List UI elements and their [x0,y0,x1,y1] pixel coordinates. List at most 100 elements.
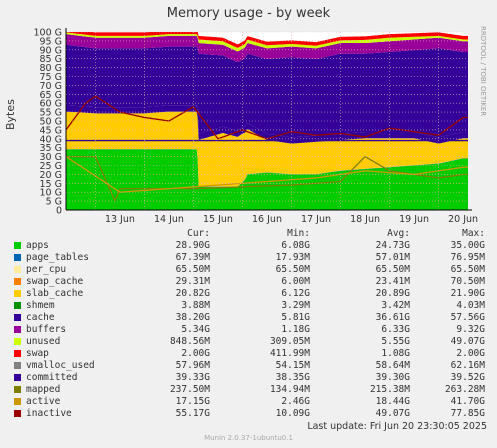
legend-min: 54.15M [275,360,310,371]
legend-cur: 39.33G [175,372,210,383]
y-tick-label: 5 G [46,197,62,208]
area-shmem [66,105,468,144]
legend-row: apps 28.90G 6.08G 24.73G 35.00G [10,240,490,252]
legend-avg: 39.30G [375,372,410,383]
legend-min: 2.46G [281,396,310,407]
y-tick-label: 100 G [33,28,62,39]
header-avg: Avg: [387,228,410,239]
chart-title: Memory usage - by week [166,6,331,21]
y-tick-label: 45 G [40,125,62,136]
legend-min: 10.09G [275,408,310,419]
legend-avg: 65.50M [375,264,410,275]
legend-min: 411.99M [269,348,310,359]
legend-row: slab_cache 20.82G 6.12G 20.89G 21.90G [10,288,490,300]
legend-name: shmem [26,300,55,311]
y-tick-label: 50 G [40,117,62,128]
area-apps [66,149,468,210]
legend-avg: 36.61G [375,312,410,323]
legend-row: page_tables 67.39M 17.93M 57.01M 76.95M [10,252,490,264]
legend-max: 62.16M [450,360,485,371]
x-tick-label: 18 Jun [350,214,380,225]
y-tick-label: 40 G [40,134,62,145]
y-tick-label: 0 [56,206,62,217]
y-tick-label: 80 G [40,63,62,74]
legend-avg: 215.38M [369,384,410,395]
legend-cur: 237.50M [169,384,210,395]
x-tick-label: 17 Jun [301,214,331,225]
legend-max: 9.32G [456,324,485,335]
area-unused [66,32,468,52]
legend-min: 6.00M [281,276,310,287]
legend-max: 57.56G [450,312,485,323]
legend-swatch [14,302,21,309]
legend-min: 3.29M [281,300,310,311]
x-tick-label: 20 Jun [448,214,478,225]
legend-cur: 67.39M [175,252,210,263]
legend-swatch [14,314,21,321]
munin-version: Munin 2.0.37-1ubuntu0.1 [204,434,293,442]
legend-max: 21.90G [450,288,485,299]
legend-avg: 49.07G [375,408,410,419]
legend-name: unused [26,336,61,347]
legend-min: 6.12G [281,288,310,299]
legend-avg: 6.33G [381,324,410,335]
legend-swatch [14,398,21,405]
legend-cur: 2.00G [181,348,210,359]
legend-min: 1.18G [281,324,310,335]
y-tick-label: 85 G [40,54,62,65]
legend-avg: 3.42M [381,300,410,311]
legend-swatch [14,290,21,297]
y-tick-label: 25 G [40,161,62,172]
legend-cur: 848.56M [169,336,210,347]
header-min: Min: [287,228,310,239]
legend-name: page_tables [26,252,89,263]
legend-row: swap 2.00G 411.99M 1.08G 2.00G [10,348,490,360]
x-tick-label: 16 Jun [252,214,282,225]
legend-max: 49.07G [450,336,485,347]
legend-avg: 18.44G [375,396,410,407]
legend-name: active [26,396,61,407]
legend-max: 65.50M [450,264,485,275]
legend-name: cache [26,312,55,323]
last-update: Last update: Fri Jun 20 23:30:05 2025 [307,421,487,432]
legend-max: 70.50M [450,276,485,287]
legend-swatch [14,242,21,249]
legend-min: 134.94M [269,384,310,395]
legend-row: mapped 237.50M 134.94M 215.38M 263.28M [10,384,490,396]
legend-cur: 20.82G [175,288,210,299]
legend-max: 35.00G [450,240,485,251]
legend-row: buffers 5.34G 1.18G 6.33G 9.32G [10,324,490,336]
legend-name: apps [26,240,49,251]
legend-cur: 57.96M [175,360,210,371]
legend-row: swap_cache 29.31M 6.00M 23.41M 70.50M [10,276,490,288]
legend-min: 6.08G [281,240,310,251]
header-cur: Cur: [187,228,210,239]
legend-cur: 5.34G [181,324,210,335]
legend-avg: 23.41M [375,276,410,287]
x-tick-label: 19 Jun [399,214,429,225]
legend-name: inactive [26,408,72,419]
legend-max: 2.00G [456,348,485,359]
legend-max: 41.70G [450,396,485,407]
legend-max: 263.28M [444,384,485,395]
legend-cur: 28.90G [175,240,210,251]
legend-name: swap_cache [26,276,84,287]
legend-name: committed [26,372,78,383]
legend-row: active 17.15G 2.46G 18.44G 41.70G [10,396,490,408]
legend-swatch [14,254,21,261]
area-swap [66,32,468,48]
legend-name: slab_cache [26,288,84,299]
legend-row: committed 39.33G 38.35G 39.30G 39.52G [10,372,490,384]
legend-max: 4.03M [456,300,485,311]
legend-row: vmalloc_used 57.96M 54.15M 58.64M 62.16M [10,360,490,372]
legend-swatch [14,278,21,285]
y-tick-label: 90 G [40,45,62,56]
y-tick-label: 15 G [40,179,62,190]
legend-swatch [14,362,21,369]
legend-name: swap [26,348,49,359]
legend-min: 38.35G [275,372,310,383]
y-tick-label: 75 G [40,72,62,83]
y-tick-label: 60 G [40,99,62,110]
header-max: Max: [462,228,485,239]
line-active [65,156,468,193]
